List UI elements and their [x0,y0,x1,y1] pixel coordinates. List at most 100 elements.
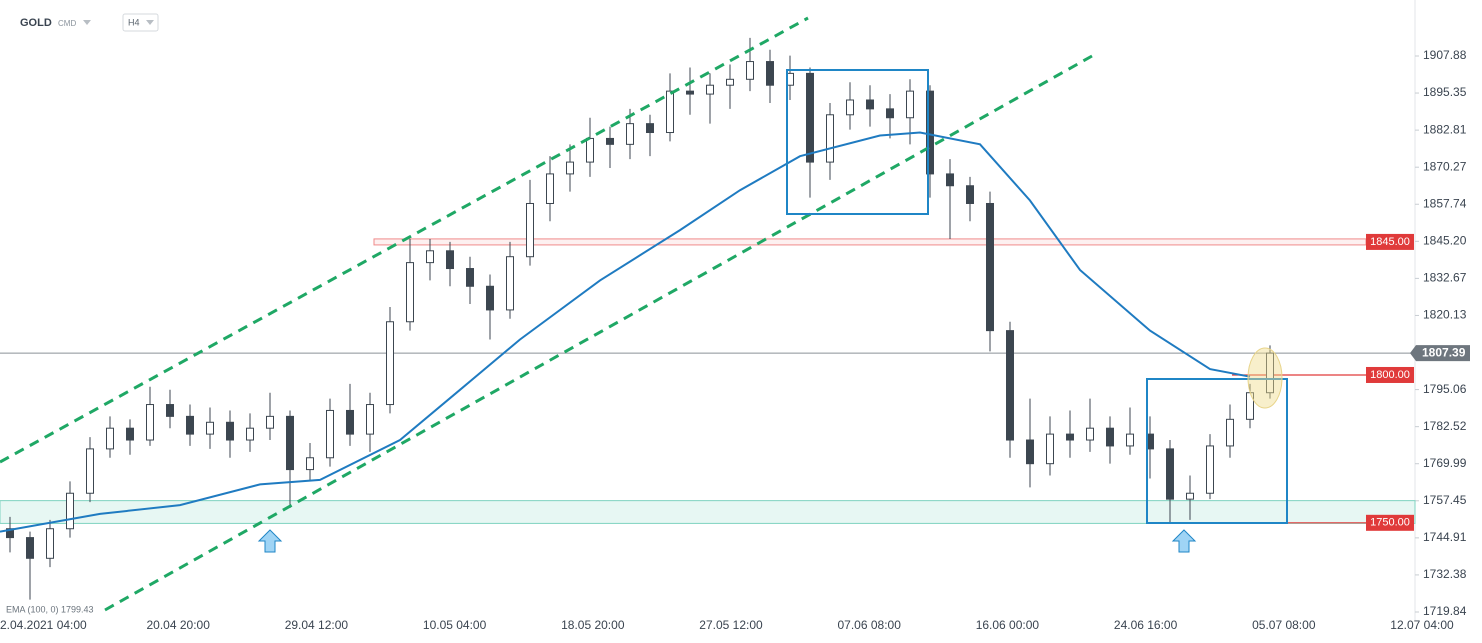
candle-body [946,173,954,187]
y-tick-label: 1782.52 [1423,419,1467,433]
arrow-up [257,529,283,553]
candle-body [366,404,374,435]
candle-body [1266,352,1274,394]
candle-body [266,415,274,429]
candle-body [446,250,454,270]
plot-area: 1907.88 1895.35 1882.81 1870.27 1857.74 1845.… [0,0,1470,632]
timeframe-button[interactable] [122,13,159,32]
y-tick-label: 1732.38 [1423,567,1467,581]
candle-body [1226,418,1234,447]
consolidation-box [786,69,929,215]
x-tick-label: 18.05 20:00 [561,618,625,632]
y-tick-label: 1832.67 [1423,271,1467,285]
candle-body [1166,448,1174,500]
x-tick-label: 29.04 12:00 [285,618,349,632]
candle-body [326,409,334,459]
x-tick-label: 24.06 16:00 [1114,618,1178,632]
candle-body [1106,427,1114,447]
level-label: 1845.00 [1370,236,1410,248]
trend-line [104,54,1093,612]
candle-body [66,492,74,530]
candle-body [706,84,714,95]
indicator-legend: EMA (100, 0) 1799.43 [6,604,94,614]
candle-body [966,185,974,204]
consolidation-box [1146,378,1288,524]
ema-line [0,131,1251,533]
y-tick-label: 1795.06 [1423,382,1467,396]
y-tick-label: 1882.81 [1423,122,1467,136]
candle-body [806,72,814,163]
candle-body [846,99,854,116]
candle-body [726,78,734,86]
x-tick-label: 16.06 00:00 [976,618,1040,632]
candle-body [886,108,894,119]
x-tick-label: 07.06 08:00 [837,618,901,632]
candle-body [626,123,634,145]
candle-body [1026,439,1034,465]
price-tag [1410,345,1470,362]
y-tick-label: 1895.35 [1423,85,1467,99]
current-price-label: 1807.39 [1422,345,1466,359]
candle-body [346,409,354,435]
dropdown-icon [146,20,154,25]
candle-body [1066,433,1074,441]
y-tick-label: 1769.99 [1423,456,1467,470]
highlight [1247,347,1283,409]
candle-body [1046,433,1054,465]
candle-body [226,421,234,441]
y-tick-label: 1845.20 [1423,234,1467,248]
candle-body [186,415,194,435]
x-tick-label: 10.05 04:00 [423,618,487,632]
candle-body [506,256,514,311]
candle-body [486,285,494,311]
level-band [373,238,1367,246]
candle-body [566,161,574,175]
candle-body [166,404,174,417]
market: CMD [58,19,76,28]
candle-body [286,415,294,471]
candle-body [906,90,914,119]
candle-body [206,421,214,435]
x-tick-label: 12.04.2021 04:00 [0,618,87,632]
candle-body [666,90,674,134]
y-tick-label: 1870.27 [1423,159,1467,173]
level-label: 1750.00 [1370,517,1410,529]
x-tick-label: 12.07 04:00 [1390,618,1454,632]
arrow-up [1171,529,1197,553]
candle-body [146,404,154,441]
x-tick-label: 27.05 12:00 [699,618,763,632]
candle-body [86,448,94,494]
candle-body [986,202,994,332]
candle-body [766,61,774,86]
candle-body [746,61,754,80]
candle-body [826,114,834,163]
level-tag [1366,233,1414,250]
candle-body [546,173,554,204]
candle-body [606,137,614,145]
x-tick-label: 05.07 08:00 [1252,618,1316,632]
symbol: GOLD [20,17,52,29]
candle-body [646,123,654,134]
candle-body [586,137,594,163]
support-zone [0,500,1416,524]
candle-body [1086,427,1094,441]
timeframe: H4 [128,17,140,27]
candle-body [6,528,14,539]
candle-body [246,427,254,441]
y-tick-label: 1744.91 [1423,530,1467,544]
y-tick-label: 1757.45 [1423,493,1467,507]
y-tick-label: 1820.13 [1423,308,1467,322]
candle-body [686,90,694,95]
candle-body [1206,445,1214,494]
candle-body [426,250,434,264]
candle-body [26,537,34,559]
candle-body [106,427,114,450]
y-tick-label: 1857.74 [1423,196,1467,210]
candle-body [926,90,934,175]
candle-body [306,457,314,471]
level-tag [1366,366,1414,383]
candle-body [1006,330,1014,441]
dropdown-icon[interactable] [83,20,91,25]
